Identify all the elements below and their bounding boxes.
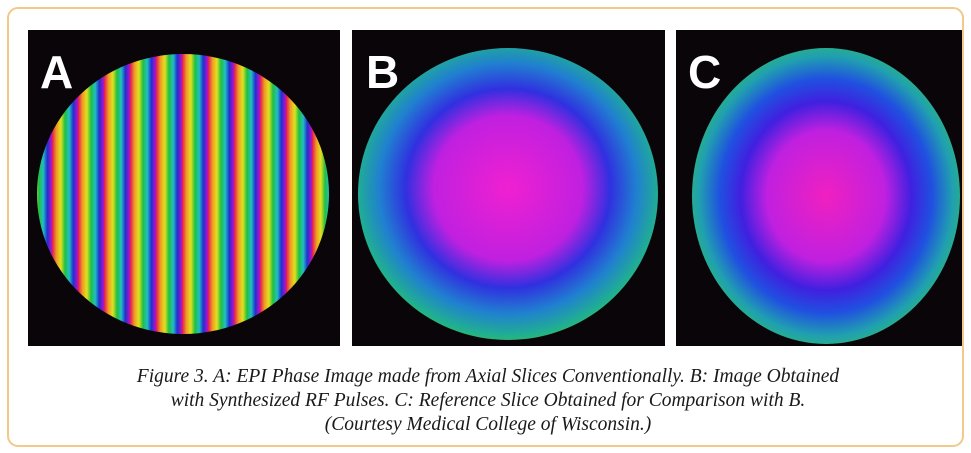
panel-label: A: [40, 46, 73, 98]
phase-image: [692, 48, 960, 344]
phase-image: [358, 48, 658, 340]
panel-label: C: [688, 46, 721, 98]
panel-c: C: [676, 30, 962, 346]
caption-line: Figure 3. A: EPI Phase Image made from A…: [136, 366, 840, 387]
caption-line: (Courtesy Medical College of Wisconsin.): [325, 414, 652, 435]
panel-label: B: [366, 46, 399, 98]
panel-a: A: [28, 30, 340, 346]
caption-line: with Synthesized RF Pulses. C: Reference…: [171, 390, 806, 411]
phase-image: [37, 54, 329, 334]
figure: A B C Figure 3. A: EPI Phase Image made …: [0, 0, 971, 453]
panel-b: B: [352, 30, 665, 346]
page: A B C Figure 3. A: EPI Phase Image made …: [0, 0, 971, 453]
